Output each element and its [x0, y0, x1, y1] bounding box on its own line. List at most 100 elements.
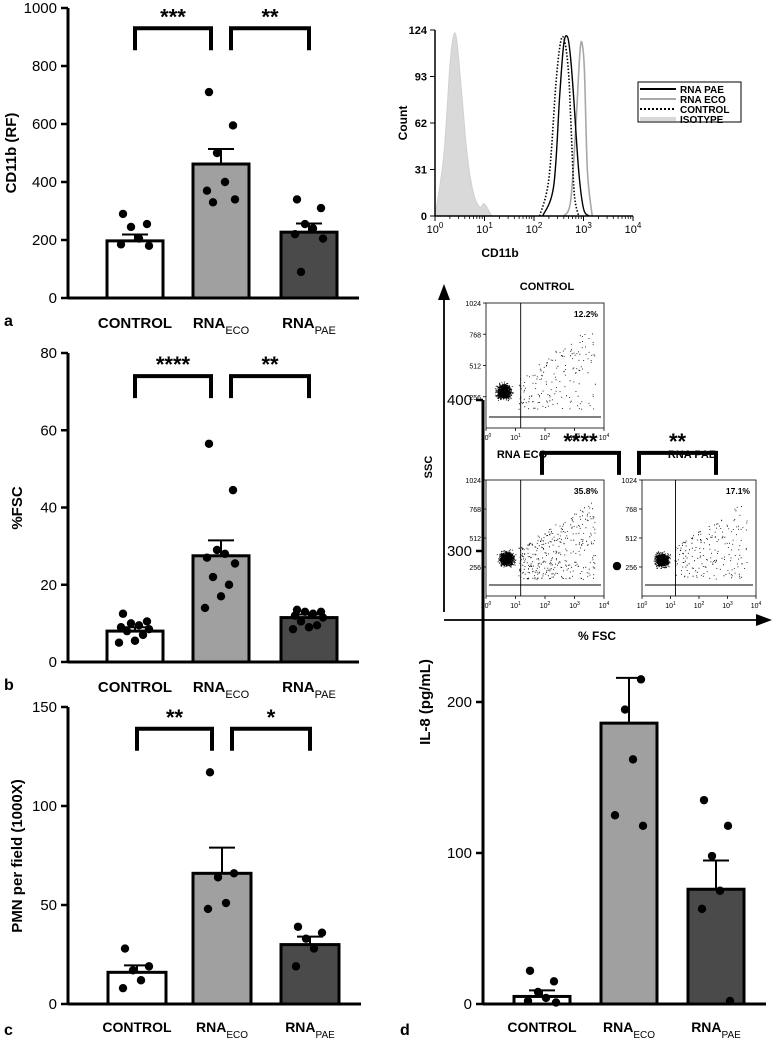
bar: [599, 721, 659, 1006]
data-point: [312, 621, 322, 630]
category-label: RNAPAE: [285, 1019, 335, 1041]
data-point: [610, 811, 620, 820]
data-point: [230, 195, 240, 204]
fsc-arrow-head: [756, 614, 772, 626]
flow-y-tick-label: 768: [469, 507, 481, 514]
data-point: [229, 869, 239, 878]
data-point: [697, 904, 707, 914]
data-point: [144, 962, 154, 971]
data-point: [120, 944, 130, 953]
bar: [191, 871, 253, 1006]
y-tick-label: 1000: [24, 0, 57, 17]
flow-x-tick-label: 103: [569, 433, 580, 442]
histo-xticks: 100 101 102 103 104: [427, 216, 642, 236]
histo-y-tick-label: 31: [415, 165, 427, 177]
legend-label-control: CONTROL: [680, 105, 729, 116]
panel-label-d: d: [400, 1022, 410, 1039]
bar: [105, 629, 165, 664]
flow-x-tick-label: 100: [481, 433, 492, 442]
significance-stars: **: [166, 705, 184, 730]
significance-bracket: [135, 726, 214, 751]
data-point: [212, 545, 222, 555]
category-label: RNAPAE: [282, 679, 336, 701]
category-label: RNAECO: [193, 679, 250, 701]
data-point: [220, 177, 230, 187]
data-point: [304, 623, 314, 632]
histo-y-tick-label: 124: [409, 25, 428, 37]
data-point: [118, 983, 128, 993]
flow-subplot-control: CONTROL 12.2% 1024 768 512 256 100 101 102 103 104: [465, 281, 609, 442]
significance-bracket: [637, 450, 718, 475]
significance-stars: **: [261, 352, 279, 377]
y-tick-label: 800: [32, 58, 57, 75]
y-tick-label: 150: [32, 699, 57, 716]
histo-ylabel: Count: [396, 106, 410, 141]
y-tick-label: 200: [32, 232, 57, 249]
data-point: [636, 675, 646, 684]
data-point: [116, 623, 126, 632]
significance-stars: **: [261, 4, 279, 29]
data-point: [533, 987, 543, 997]
legend-label-isotype: ISOTYPE: [680, 115, 724, 126]
histo-x-tick-label: 100: [427, 221, 444, 236]
category-label: CONTROL: [102, 1019, 172, 1035]
data-point: [116, 240, 126, 249]
data-point: [122, 626, 132, 636]
data-point: [130, 636, 140, 645]
data-point: [205, 768, 215, 777]
data-point: [316, 203, 326, 213]
bar: [191, 162, 251, 300]
panel-label-c: c: [4, 1022, 13, 1039]
histo-x-tick-label: 104: [625, 221, 642, 236]
flow-x-tick-label: 104: [599, 601, 610, 610]
fsc-label: % FSC: [578, 629, 616, 643]
category-label: RNAPAE: [691, 1019, 741, 1041]
y-tick-label: 100: [32, 798, 57, 815]
y-axis-label: IL-8 (pg/mL): [417, 659, 434, 745]
data-point: [144, 241, 154, 250]
category-label: RNAPAE: [282, 315, 336, 337]
data-point: [308, 609, 318, 618]
data-point: [126, 619, 136, 628]
data-point: [523, 996, 533, 1006]
data-point: [138, 630, 148, 640]
flow-x-tick-label: 100: [481, 601, 492, 610]
histo-x-tick-label: 101: [476, 221, 493, 236]
flow-y-tick-label: 256: [469, 395, 481, 402]
flow-x-tick-label: 101: [510, 601, 521, 610]
flow-x-tick-label: 102: [540, 601, 551, 610]
panel-label-a: a: [4, 313, 13, 330]
significance-stars: ****: [563, 429, 598, 454]
data-point: [220, 549, 230, 559]
data-point: [216, 592, 226, 601]
flow-x-tick-label: 104: [751, 601, 762, 610]
y-tick-label: 100: [447, 845, 472, 862]
flow-y-tick-label: 768: [625, 507, 637, 514]
y-tick-label: 60: [40, 422, 57, 439]
y-tick-label: 200: [447, 694, 472, 711]
data-point: [213, 873, 223, 882]
histo-series-rna-pae: [542, 35, 590, 216]
y-tick-label: 400: [32, 174, 57, 191]
y-tick-label: 50: [40, 897, 57, 914]
significance-bracket: [229, 374, 311, 399]
flow-x-tick-label: 102: [540, 433, 551, 442]
histo-legend: RNA PAE RNA ECO CONTROL ISOTYPE: [637, 81, 742, 126]
data-point: [638, 821, 648, 831]
ssc-arrow-head: [438, 284, 450, 300]
category-label: CONTROL: [507, 1019, 577, 1035]
flow-x-tick-label: 100: [637, 601, 648, 610]
panel-label-b: b: [4, 677, 14, 694]
bar: [686, 887, 746, 1006]
data-point: [317, 928, 327, 937]
data-point: [134, 621, 144, 630]
flow-y-tick-label: 512: [469, 364, 481, 371]
data-point: [725, 996, 735, 1006]
flow-subplot-rna-pae: RNA PAE 17.1% 1024 768 512 256 100 101 102 103 104: [621, 449, 761, 610]
data-point: [126, 222, 136, 232]
significance-stars: ***: [160, 4, 186, 29]
category-label: RNAECO: [603, 1019, 655, 1041]
y-tick-label: 0: [49, 290, 57, 307]
data-point: [318, 234, 328, 243]
